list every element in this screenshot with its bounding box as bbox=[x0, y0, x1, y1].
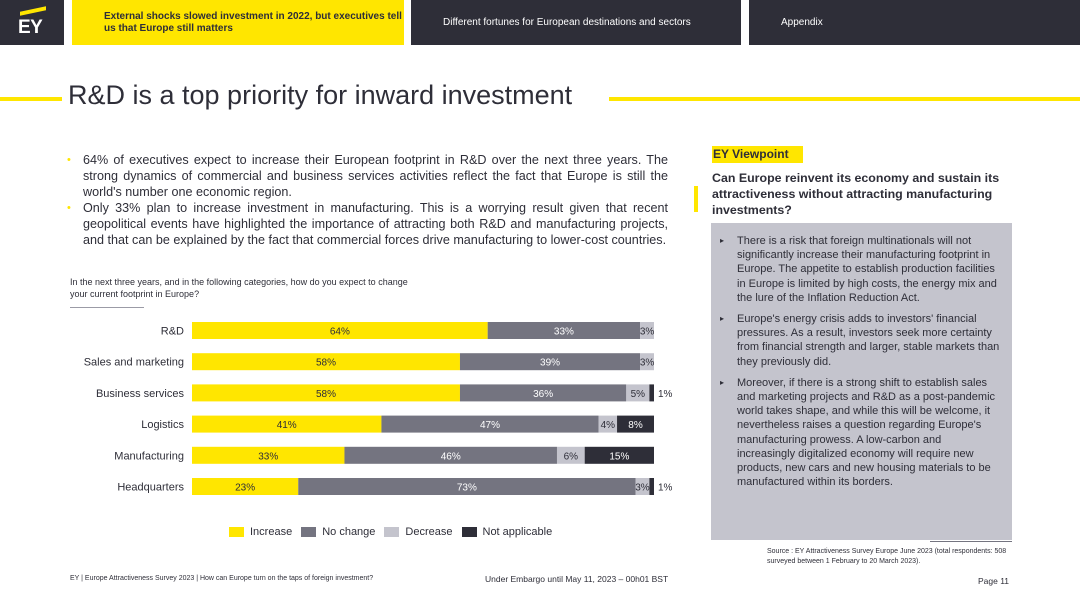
category-label: Headquarters bbox=[117, 482, 184, 494]
logo-text: EY bbox=[18, 17, 43, 38]
source-note: Source : EY Attractiveness Survey Europe… bbox=[767, 548, 1007, 565]
legend-swatch bbox=[461, 527, 477, 537]
viewpoint-point: Moreover, if there is a strong shift to … bbox=[720, 376, 1002, 490]
bar-segment-increase bbox=[192, 353, 460, 371]
data-label: 3% bbox=[640, 327, 655, 338]
category-label: Sales and marketing bbox=[84, 357, 184, 369]
category-label: Logistics bbox=[141, 419, 184, 431]
data-label: 33% bbox=[258, 451, 278, 462]
viewpoint-accent bbox=[694, 186, 698, 212]
legend-item: Increase bbox=[229, 526, 292, 538]
viewpoint-panel: There is a risk that foreign multination… bbox=[711, 223, 1012, 540]
data-label: 41% bbox=[277, 420, 297, 431]
legend-item: Decrease bbox=[384, 526, 453, 538]
title-accent-right bbox=[609, 97, 1080, 101]
bar-segment-decrease bbox=[640, 322, 654, 339]
bar-segment-increase bbox=[192, 446, 345, 464]
bar-segment-no-change bbox=[344, 446, 557, 464]
bar-segment-increase bbox=[192, 478, 299, 495]
viewpoint-point: There is a risk that foreign multination… bbox=[720, 234, 1002, 305]
data-label: 15% bbox=[609, 451, 629, 462]
bar-segment-not-applicable bbox=[584, 446, 654, 464]
bar-segment-no-change bbox=[459, 384, 627, 402]
legend-swatch bbox=[301, 527, 317, 537]
legend-item: Not applicable bbox=[461, 526, 553, 538]
title-accent-left bbox=[0, 97, 62, 101]
bar-segment-decrease bbox=[626, 384, 650, 402]
category-label: R&D bbox=[161, 326, 184, 338]
data-label: 73% bbox=[457, 483, 477, 494]
legend-item: No change bbox=[301, 526, 375, 538]
category-label: Business services bbox=[96, 388, 185, 400]
data-label: 4% bbox=[601, 420, 616, 431]
footer-embargo: Under Embargo until May 11, 2023 – 00h01… bbox=[485, 574, 669, 584]
ey-logo[interactable]: EY bbox=[0, 0, 64, 45]
bar-segment-increase bbox=[192, 322, 488, 339]
data-label: 39% bbox=[540, 358, 560, 369]
category-label: Manufacturing bbox=[114, 450, 184, 462]
data-label: 1% bbox=[658, 483, 673, 494]
data-label: 3% bbox=[640, 358, 655, 369]
data-label: 46% bbox=[441, 451, 461, 462]
chart-legend: Increase No change Decrease Not applicable bbox=[229, 526, 552, 538]
tab-external-shocks[interactable]: External shocks slowed investment in 202… bbox=[72, 0, 404, 45]
footer-report-title: EY | Europe Attractiveness Survey 2023 |… bbox=[70, 575, 374, 582]
data-label: 5% bbox=[631, 389, 646, 400]
legend-label: Not applicable bbox=[482, 526, 553, 538]
data-label: 23% bbox=[235, 483, 255, 494]
bar-segment-no-change bbox=[381, 415, 599, 433]
data-label: 64% bbox=[330, 327, 350, 338]
key-findings-list: 64% of executives expect to increase the… bbox=[66, 152, 668, 248]
legend-swatch bbox=[229, 527, 244, 537]
data-label: 1% bbox=[658, 389, 673, 400]
top-navigation: EY External shocks slowed investment in … bbox=[0, 0, 1080, 45]
legend-label: Increase bbox=[250, 526, 293, 538]
bar-segment-no-change bbox=[487, 322, 641, 339]
bar-segment-no-change bbox=[459, 353, 641, 371]
data-label: 33% bbox=[554, 327, 574, 338]
data-label: 58% bbox=[316, 389, 336, 400]
key-finding: Only 33% plan to increase investment in … bbox=[66, 200, 668, 248]
bar-segment-increase bbox=[192, 384, 460, 402]
data-label: 47% bbox=[480, 420, 500, 431]
tab-different-fortunes[interactable]: Different fortunes for European destinat… bbox=[411, 0, 741, 45]
legend-swatch bbox=[384, 527, 400, 537]
divider bbox=[930, 541, 1012, 542]
viewpoint-point: Europe's energy crisis adds to investors… bbox=[720, 312, 1002, 369]
stacked-bar-chart: R&D 64% 33% 3% Sales and marketing 58% 39% 3% Bu… bbox=[84, 322, 673, 495]
chart-question: In the next three years, and in the foll… bbox=[70, 277, 408, 299]
divider bbox=[70, 307, 144, 308]
page-title: R&D is a top priority for inward investm… bbox=[68, 80, 573, 110]
logo-beam-icon bbox=[20, 6, 46, 16]
data-label: 8% bbox=[628, 420, 643, 431]
viewpoint-heading: Can Europe reinvent its economy and sust… bbox=[712, 171, 1000, 217]
data-label: 36% bbox=[533, 389, 553, 400]
bar-segment-decrease bbox=[635, 478, 650, 495]
tab-appendix[interactable]: Appendix bbox=[749, 0, 1080, 45]
key-finding: 64% of executives expect to increase the… bbox=[66, 152, 668, 200]
bar-segment-not-applicable bbox=[649, 478, 654, 495]
legend-label: No change bbox=[322, 526, 376, 538]
bar-segment-no-change bbox=[298, 478, 636, 495]
bar-segment-not-applicable bbox=[649, 384, 654, 402]
data-label: 3% bbox=[635, 483, 650, 494]
data-label: 6% bbox=[564, 451, 579, 462]
legend-label: Decrease bbox=[405, 526, 453, 538]
bar-segment-decrease bbox=[598, 415, 618, 433]
bar-segment-decrease bbox=[640, 353, 654, 371]
page-number: Page 11 bbox=[978, 576, 1010, 586]
viewpoint-tag: EY Viewpoint bbox=[712, 146, 803, 163]
bar-segment-increase bbox=[192, 415, 382, 433]
bar-segment-decrease bbox=[556, 446, 585, 464]
data-label: 58% bbox=[316, 358, 336, 369]
bar-segment-not-applicable bbox=[617, 415, 654, 433]
